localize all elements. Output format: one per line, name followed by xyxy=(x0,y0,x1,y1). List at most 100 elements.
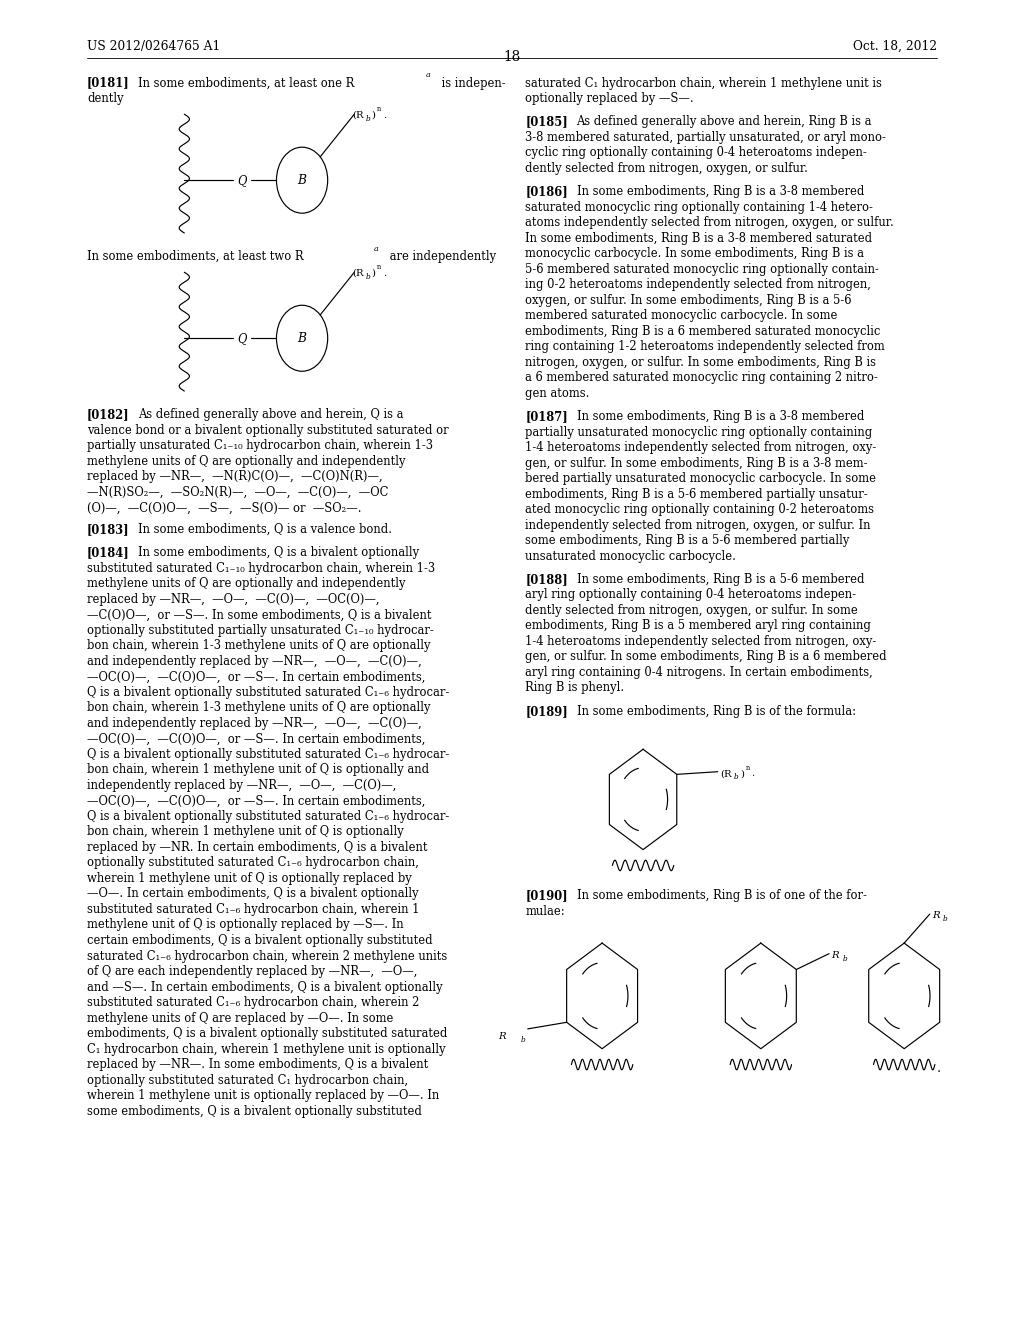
Text: ated monocyclic ring optionally containing 0-2 heteroatoms: ated monocyclic ring optionally containi… xyxy=(525,503,874,516)
Text: b: b xyxy=(734,774,739,781)
Text: unsaturated monocyclic carbocycle.: unsaturated monocyclic carbocycle. xyxy=(525,549,736,562)
Text: gen atoms.: gen atoms. xyxy=(525,387,590,400)
Text: a 6 membered saturated monocyclic ring containing 2 nitro-: a 6 membered saturated monocyclic ring c… xyxy=(525,371,878,384)
Text: US 2012/0264765 A1: US 2012/0264765 A1 xyxy=(87,40,220,53)
Text: optionally replaced by —S—.: optionally replaced by —S—. xyxy=(525,92,694,106)
Text: b: b xyxy=(366,115,370,123)
Text: optionally substituted saturated C₁₋₆ hydrocarbon chain,: optionally substituted saturated C₁₋₆ hy… xyxy=(87,857,419,870)
Text: —C(O)O—,  or —S—. In some embodiments, Q is a bivalent: —C(O)O—, or —S—. In some embodiments, Q … xyxy=(87,609,431,622)
Text: replaced by —NR—,  —O—,  —C(O)—,  —OC(O)—,: replaced by —NR—, —O—, —C(O)—, —OC(O)—, xyxy=(87,593,380,606)
Text: oxygen, or sulfur. In some embodiments, Ring B is a 5-6: oxygen, or sulfur. In some embodiments, … xyxy=(525,294,852,306)
Text: independently selected from nitrogen, oxygen, or sulfur. In: independently selected from nitrogen, ox… xyxy=(525,519,870,532)
Text: (R: (R xyxy=(352,269,364,277)
Text: n: n xyxy=(377,106,381,114)
Text: In some embodiments, Ring B is a 5-6 membered: In some embodiments, Ring B is a 5-6 mem… xyxy=(577,573,864,586)
Text: bon chain, wherein 1-3 methylene units of Q are optionally: bon chain, wherein 1-3 methylene units o… xyxy=(87,701,430,714)
Text: saturated monocyclic ring optionally containing 1-4 hetero-: saturated monocyclic ring optionally con… xyxy=(525,201,873,214)
Text: Q: Q xyxy=(238,174,247,186)
Text: [0185]: [0185] xyxy=(525,115,568,128)
Text: b: b xyxy=(520,1035,525,1044)
Text: In some embodiments, Ring B is of one of the for-: In some embodiments, Ring B is of one of… xyxy=(577,890,866,902)
Text: In some embodiments, at least two R: In some embodiments, at least two R xyxy=(87,251,304,263)
Text: wherein 1 methylene unit is optionally replaced by —O—. In: wherein 1 methylene unit is optionally r… xyxy=(87,1089,439,1102)
Text: is indepen-: is indepen- xyxy=(438,77,506,90)
Text: .: . xyxy=(752,770,755,777)
Text: substituted saturated C₁₋₆ hydrocarbon chain, wherein 1: substituted saturated C₁₋₆ hydrocarbon c… xyxy=(87,903,420,916)
Text: (R: (R xyxy=(352,111,364,120)
Text: In some embodiments, Q is a valence bond.: In some embodiments, Q is a valence bond… xyxy=(138,523,392,536)
Text: saturated C₁ hydrocarbon chain, wherein 1 methylene unit is: saturated C₁ hydrocarbon chain, wherein … xyxy=(525,77,883,90)
Text: replaced by —NR—,  —N(R)C(O)—,  —C(O)N(R)—,: replaced by —NR—, —N(R)C(O)—, —C(O)N(R)—… xyxy=(87,470,383,483)
Text: 3-8 membered saturated, partially unsaturated, or aryl mono-: 3-8 membered saturated, partially unsatu… xyxy=(525,131,886,144)
Text: n: n xyxy=(377,264,381,272)
Text: [0187]: [0187] xyxy=(525,411,568,422)
Text: R: R xyxy=(499,1031,506,1040)
Text: of Q are each independently replaced by —NR—,  —O—,: of Q are each independently replaced by … xyxy=(87,965,418,978)
Text: 1-4 heteroatoms independently selected from nitrogen, oxy-: 1-4 heteroatoms independently selected f… xyxy=(525,441,877,454)
Text: .: . xyxy=(383,111,386,120)
Text: 18: 18 xyxy=(504,50,520,65)
Text: [0182]: [0182] xyxy=(87,408,130,421)
Text: nitrogen, oxygen, or sulfur. In some embodiments, Ring B is: nitrogen, oxygen, or sulfur. In some emb… xyxy=(525,356,877,368)
Text: dently selected from nitrogen, oxygen, or sulfur. In some: dently selected from nitrogen, oxygen, o… xyxy=(525,605,858,616)
Text: saturated C₁₋₆ hydrocarbon chain, wherein 2 methylene units: saturated C₁₋₆ hydrocarbon chain, wherei… xyxy=(87,949,447,962)
Text: —OC(O)—,  —C(O)O—,  or —S—. In certain embodiments,: —OC(O)—, —C(O)O—, or —S—. In certain emb… xyxy=(87,733,425,746)
Text: In some embodiments, Ring B is a 3-8 membered: In some embodiments, Ring B is a 3-8 mem… xyxy=(577,411,864,422)
Text: R: R xyxy=(932,911,939,920)
Text: .: . xyxy=(383,269,386,277)
Text: Q: Q xyxy=(238,331,247,345)
Text: Oct. 18, 2012: Oct. 18, 2012 xyxy=(853,40,937,53)
Text: [0190]: [0190] xyxy=(525,890,568,902)
Text: —OC(O)—,  —C(O)O—,  or —S—. In certain embodiments,: —OC(O)—, —C(O)O—, or —S—. In certain emb… xyxy=(87,795,425,808)
Text: [0186]: [0186] xyxy=(525,185,568,198)
Text: [0188]: [0188] xyxy=(525,573,568,586)
Text: wherein 1 methylene unit of Q is optionally replaced by: wherein 1 methylene unit of Q is optiona… xyxy=(87,873,412,884)
Text: bered partially unsaturated monocyclic carbocycle. In some: bered partially unsaturated monocyclic c… xyxy=(525,473,877,484)
Text: certain embodiments, Q is a bivalent optionally substituted: certain embodiments, Q is a bivalent opt… xyxy=(87,935,433,946)
Text: substituted saturated C₁₋₁₀ hydrocarbon chain, wherein 1-3: substituted saturated C₁₋₁₀ hydrocarbon … xyxy=(87,562,435,574)
Text: replaced by —NR—. In some embodiments, Q is a bivalent: replaced by —NR—. In some embodiments, Q… xyxy=(87,1059,428,1071)
Text: B: B xyxy=(298,174,306,186)
Text: methylene units of Q are replaced by —O—. In some: methylene units of Q are replaced by —O—… xyxy=(87,1011,393,1024)
Text: and —S—. In certain embodiments, Q is a bivalent optionally: and —S—. In certain embodiments, Q is a … xyxy=(87,981,442,994)
Text: aryl ring optionally containing 0-4 heteroatoms indepen-: aryl ring optionally containing 0-4 hete… xyxy=(525,589,856,602)
Text: ing 0-2 heteroatoms independently selected from nitrogen,: ing 0-2 heteroatoms independently select… xyxy=(525,279,871,292)
Text: Q is a bivalent optionally substituted saturated C₁₋₆ hydrocar-: Q is a bivalent optionally substituted s… xyxy=(87,686,450,698)
Text: 1-4 heteroatoms independently selected from nitrogen, oxy-: 1-4 heteroatoms independently selected f… xyxy=(525,635,877,648)
Text: a: a xyxy=(374,246,379,253)
Text: are independently: are independently xyxy=(386,251,497,263)
Text: dently: dently xyxy=(87,92,124,106)
Text: and independently replaced by —NR—,  —O—,  —C(O)—,: and independently replaced by —NR—, —O—,… xyxy=(87,717,422,730)
Text: dently selected from nitrogen, oxygen, or sulfur.: dently selected from nitrogen, oxygen, o… xyxy=(525,162,808,174)
Text: b: b xyxy=(843,954,847,964)
Text: partially unsaturated monocyclic ring optionally containing: partially unsaturated monocyclic ring op… xyxy=(525,425,872,438)
Text: Ring B is phenyl.: Ring B is phenyl. xyxy=(525,681,625,694)
Text: As defined generally above and herein, Q is a: As defined generally above and herein, Q… xyxy=(138,408,403,421)
Text: embodiments, Ring B is a 6 membered saturated monocyclic: embodiments, Ring B is a 6 membered satu… xyxy=(525,325,881,338)
Text: partially unsaturated C₁₋₁₀ hydrocarbon chain, wherein 1-3: partially unsaturated C₁₋₁₀ hydrocarbon … xyxy=(87,440,433,453)
Text: In some embodiments, Ring B is a 3-8 membered: In some embodiments, Ring B is a 3-8 mem… xyxy=(577,185,864,198)
Text: [0184]: [0184] xyxy=(87,546,130,560)
Text: n: n xyxy=(745,764,750,772)
Text: bon chain, wherein 1 methylene unit of Q is optionally: bon chain, wherein 1 methylene unit of Q… xyxy=(87,825,403,838)
Text: [0189]: [0189] xyxy=(525,705,568,718)
Text: R: R xyxy=(831,950,839,960)
Text: In some embodiments, Ring B is a 3-8 membered saturated: In some embodiments, Ring B is a 3-8 mem… xyxy=(525,232,872,244)
Text: Q is a bivalent optionally substituted saturated C₁₋₆ hydrocar-: Q is a bivalent optionally substituted s… xyxy=(87,810,450,822)
Text: optionally substituted saturated C₁ hydrocarbon chain,: optionally substituted saturated C₁ hydr… xyxy=(87,1073,409,1086)
Text: replaced by —NR. In certain embodiments, Q is a bivalent: replaced by —NR. In certain embodiments,… xyxy=(87,841,428,854)
Text: —N(R)SO₂—,  —SO₂N(R)—,  —O—,  —C(O)—,  —OC: —N(R)SO₂—, —SO₂N(R)—, —O—, —C(O)—, —OC xyxy=(87,486,388,499)
Text: some embodiments, Ring B is a 5-6 membered partially: some embodiments, Ring B is a 5-6 member… xyxy=(525,535,850,546)
Text: —O—. In certain embodiments, Q is a bivalent optionally: —O—. In certain embodiments, Q is a biva… xyxy=(87,887,419,900)
Text: Q is a bivalent optionally substituted saturated C₁₋₆ hydrocar-: Q is a bivalent optionally substituted s… xyxy=(87,748,450,760)
Text: methylene units of Q are optionally and independently: methylene units of Q are optionally and … xyxy=(87,455,406,467)
Text: atoms independently selected from nitrogen, oxygen, or sulfur.: atoms independently selected from nitrog… xyxy=(525,216,894,230)
Text: bon chain, wherein 1 methylene unit of Q is optionally and: bon chain, wherein 1 methylene unit of Q… xyxy=(87,763,429,776)
Text: embodiments, Ring B is a 5-6 membered partially unsatur-: embodiments, Ring B is a 5-6 membered pa… xyxy=(525,487,868,500)
Text: —OC(O)—,  —C(O)O—,  or —S—. In certain embodiments,: —OC(O)—, —C(O)O—, or —S—. In certain emb… xyxy=(87,671,425,684)
Text: gen, or sulfur. In some embodiments, Ring B is a 6 membered: gen, or sulfur. In some embodiments, Rin… xyxy=(525,651,887,664)
Text: bon chain, wherein 1-3 methylene units of Q are optionally: bon chain, wherein 1-3 methylene units o… xyxy=(87,639,430,652)
Text: embodiments, Q is a bivalent optionally substituted saturated: embodiments, Q is a bivalent optionally … xyxy=(87,1027,447,1040)
Text: b: b xyxy=(943,915,948,924)
Text: methylene unit of Q is optionally replaced by —S—. In: methylene unit of Q is optionally replac… xyxy=(87,919,403,932)
